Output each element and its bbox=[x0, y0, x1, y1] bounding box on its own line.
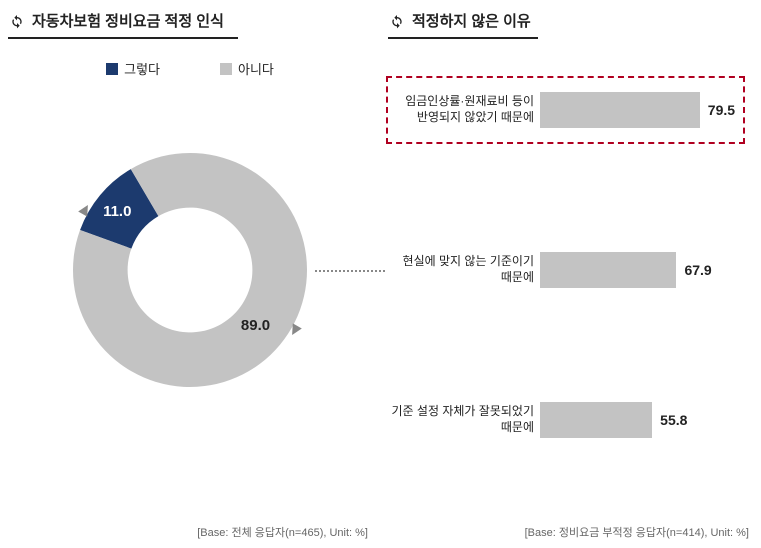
donut-chart: 11.0 89.0 bbox=[60, 140, 320, 400]
bar-fill bbox=[540, 252, 676, 288]
right-title-underline bbox=[388, 37, 538, 39]
left-panel: 자동차보험 정비요금 적정 인식 그렇다 아니다 11.0 89.0 [Base… bbox=[0, 0, 380, 548]
donut-value-yes: 11.0 bbox=[103, 203, 131, 220]
legend-swatch-yes bbox=[106, 63, 118, 75]
bar-value: 79.5 bbox=[708, 102, 735, 118]
connector-arrow bbox=[315, 270, 385, 272]
bar-fill bbox=[540, 92, 700, 128]
bar-fill bbox=[540, 402, 652, 438]
donut-value-no: 89.0 bbox=[241, 317, 270, 334]
bar-track: 55.8 bbox=[540, 402, 741, 438]
right-base-note: [Base: 정비요금 부적정 응답자(n=414), Unit: %] bbox=[525, 524, 749, 540]
bar-row: 임금인상률·원재료비 등이반영되지 않았기 때문에 79.5 bbox=[390, 90, 741, 130]
bar-chart: 임금인상률·원재료비 등이반영되지 않았기 때문에 79.5 현실에 맞지 않는 기… bbox=[390, 60, 741, 488]
refresh-icon bbox=[388, 12, 406, 30]
bar-track: 67.9 bbox=[540, 252, 741, 288]
donut-legend: 그렇다 아니다 bbox=[0, 59, 380, 78]
right-title-row: 적정하지 않은 이유 bbox=[380, 0, 761, 37]
bar-label: 기준 설정 자체가 잘못되었기때문에 bbox=[390, 404, 540, 435]
left-base-note: [Base: 전체 응답자(n=465), Unit: %] bbox=[197, 524, 368, 540]
bar-label: 임금인상률·원재료비 등이반영되지 않았기 때문에 bbox=[390, 94, 540, 125]
right-panel: 적정하지 않은 이유 임금인상률·원재료비 등이반영되지 않았기 때문에 79.5… bbox=[380, 0, 761, 548]
legend-label-yes: 그렇다 bbox=[124, 59, 160, 78]
legend-label-no: 아니다 bbox=[238, 59, 274, 78]
bar-label: 현실에 맞지 않는 기준이기때문에 bbox=[390, 254, 540, 285]
legend-item-no: 아니다 bbox=[220, 59, 274, 78]
legend-swatch-no bbox=[220, 63, 232, 75]
bar-row: 현실에 맞지 않는 기준이기때문에 67.9 bbox=[390, 250, 741, 290]
bar-value: 67.9 bbox=[684, 262, 711, 278]
left-title-underline bbox=[8, 37, 238, 39]
right-title: 적정하지 않은 이유 bbox=[412, 10, 531, 31]
bar-value: 55.8 bbox=[660, 412, 687, 428]
bar-row: 기준 설정 자체가 잘못되었기때문에 55.8 bbox=[390, 400, 741, 440]
refresh-icon bbox=[8, 12, 26, 30]
left-title: 자동차보험 정비요금 적정 인식 bbox=[32, 10, 224, 31]
left-title-row: 자동차보험 정비요금 적정 인식 bbox=[0, 0, 380, 37]
bar-track: 79.5 bbox=[540, 92, 741, 128]
legend-item-yes: 그렇다 bbox=[106, 59, 160, 78]
